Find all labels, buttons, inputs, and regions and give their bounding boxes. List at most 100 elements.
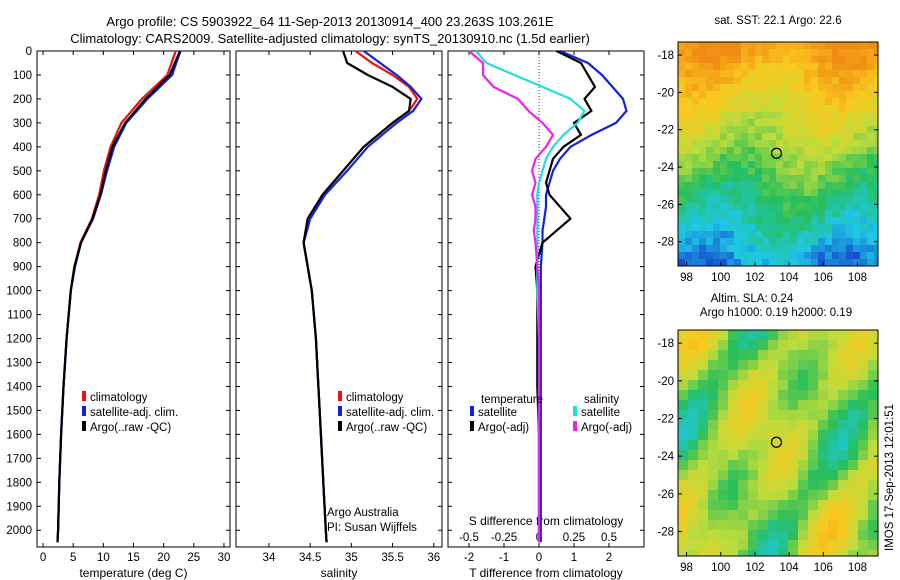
sst-map-cell (818, 259, 826, 266)
sst-map-cell (713, 217, 721, 225)
sst-map-cell (741, 224, 749, 232)
sla-map-cell (718, 520, 729, 531)
sst-map-cell (699, 217, 707, 225)
sst-map-cell (692, 245, 700, 253)
sst-map-cell (713, 63, 721, 71)
sst-map-cell (797, 140, 805, 148)
sst-map-cell (790, 259, 798, 266)
sst-map-cell (867, 217, 875, 225)
sla-map-cell (808, 500, 819, 511)
sst-map-cell (762, 98, 770, 106)
sla-map-cell (698, 490, 709, 501)
sst-map-cell (818, 49, 826, 57)
sla-map-cell (778, 530, 789, 541)
sla-map-cell (798, 360, 809, 371)
sst-map-cell (790, 42, 798, 50)
sst-map-cell (769, 245, 777, 253)
sla-map-cell (758, 540, 769, 551)
sst-map-cell (832, 126, 840, 134)
sst-map-cell (734, 133, 742, 141)
sst-map-cell (832, 203, 840, 211)
sla-map-cell (768, 370, 779, 381)
sla-map-cell (748, 510, 759, 521)
sst-map-cell (762, 196, 770, 204)
sst-map-cell (727, 154, 735, 162)
sla-map-cell (698, 500, 709, 511)
sst-map-cell (678, 210, 686, 218)
sst-map-cell (853, 245, 861, 253)
sst-map-cell (762, 105, 770, 113)
sst-map-cell (860, 63, 868, 71)
sst-map-cell (727, 252, 735, 260)
sst-map-cell (867, 112, 875, 120)
sla-map-cell (858, 500, 869, 511)
sst-map-cell (867, 182, 875, 190)
sst-map-cell (790, 56, 798, 64)
sla-map-cell (758, 440, 769, 451)
sst-map-cell (867, 189, 875, 197)
x-axis-label: temperature (deg C) (79, 566, 187, 580)
sst-map-cell (741, 161, 749, 169)
sst-map-cell (860, 56, 868, 64)
sst-map-cell (706, 70, 714, 78)
sst-map-cell (797, 119, 805, 127)
sst-map-cell (783, 238, 791, 246)
sst-map-cell (860, 252, 868, 260)
sst-map-cell (790, 98, 798, 106)
sst-map-cell (853, 196, 861, 204)
sst-map-cell (776, 63, 784, 71)
sst-map-cell (727, 133, 735, 141)
sla-map-cell (818, 430, 829, 441)
sst-map-cell (706, 126, 714, 134)
sst-map-cell (874, 63, 878, 71)
sst-map-cell (860, 147, 868, 155)
sst-map-cell (678, 49, 686, 57)
sst-map-cell (776, 238, 784, 246)
sst-map-cell (804, 238, 812, 246)
sst-map-cell (678, 133, 686, 141)
sst-map-cell (790, 154, 798, 162)
sla-map-cell (738, 550, 749, 556)
sst-map-cell (790, 84, 798, 92)
sst-map-cell (867, 210, 875, 218)
sst-map-cell (846, 63, 854, 71)
sst-map-cell (874, 231, 878, 239)
sst-map-cell (874, 112, 878, 120)
sst-map-cell (692, 168, 700, 176)
sst-map-cell (734, 77, 742, 85)
sst-map-cell (797, 77, 805, 85)
sst-map-cell (874, 196, 878, 204)
sst-map-cell (685, 56, 693, 64)
sst-map-cell (678, 168, 686, 176)
sla-map-cell (708, 410, 719, 421)
figure-title-line-2: Climatology: CARS2009. Satellite-adjuste… (70, 31, 590, 46)
sst-map-cell (727, 224, 735, 232)
sla-map-cell (748, 440, 759, 451)
sla-map-cell (798, 340, 809, 351)
sla-map-cell (868, 390, 878, 401)
legend-label: satellite (581, 407, 620, 419)
sst-map-cell (839, 112, 847, 120)
sst-map-cell (811, 231, 819, 239)
sst-map-cell (685, 245, 693, 253)
sst-map-cell (846, 42, 854, 50)
sst-map-cell (867, 63, 875, 71)
sst-map-cell (790, 119, 798, 127)
sla-map-cell (688, 510, 699, 521)
sst-map-cell (748, 259, 756, 266)
sst-map-cell (776, 203, 784, 211)
sla-map-cell (838, 480, 849, 491)
sst-map-cell (699, 126, 707, 134)
sst-map-cell (713, 224, 721, 232)
sst-map-cell (874, 259, 878, 266)
sla-map-cell (718, 550, 729, 556)
sla-map-cell (678, 370, 689, 381)
sst-map-cell (797, 203, 805, 211)
sla-map-cell (798, 550, 809, 556)
sst-map-cell (804, 112, 812, 120)
sst-map-cell (874, 140, 878, 148)
sst-map-cell (769, 98, 777, 106)
sla-map-cell (838, 420, 849, 431)
sla-map-cell (698, 340, 709, 351)
